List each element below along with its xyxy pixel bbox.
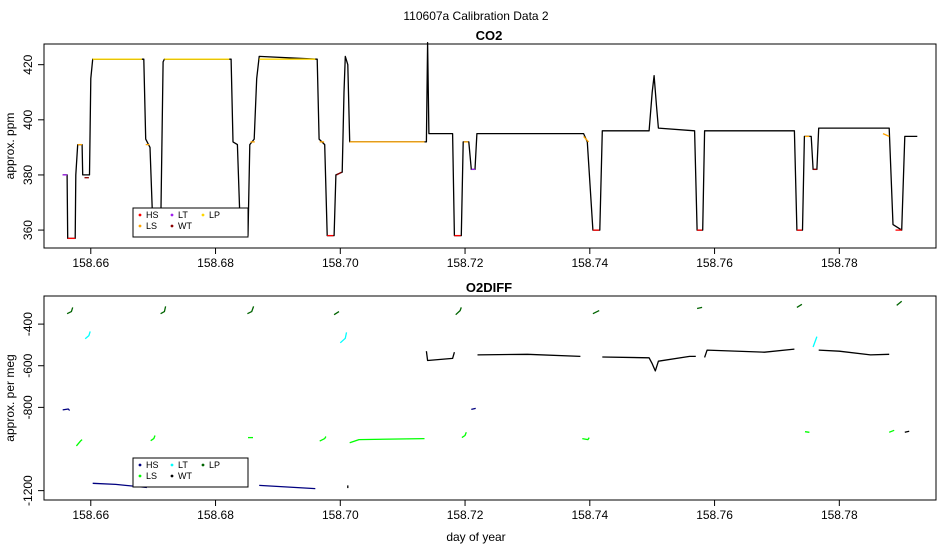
o2diff-series-19 xyxy=(477,353,581,358)
o2diff-y-tick-label: -400 xyxy=(21,312,35,336)
co2-legend-marker-wt xyxy=(170,224,174,228)
o2diff-panel: O2DIFF 158.66 158.68 158.70 158.72 158.74 158… xyxy=(3,280,937,522)
o2diff-legend-marker-lp xyxy=(201,463,205,467)
o2diff-series-1 xyxy=(75,439,83,447)
co2-panel: CO2 158.66 158.68 158.70 158.72 158.74 158.76… xyxy=(3,28,937,270)
co2-x-tick-label: 158.78 xyxy=(821,256,858,270)
o2diff-series-24 xyxy=(703,348,795,358)
co2-x-tick-label: 158.76 xyxy=(696,256,733,270)
o2diff-series-13 xyxy=(349,437,425,444)
o2diff-series-27 xyxy=(812,336,818,348)
co2-x-axis: 158.66 158.68 158.70 158.72 158.74 158.76 158.… xyxy=(72,248,858,270)
o2diff-series-3 xyxy=(84,331,91,340)
o2diff-legend-box xyxy=(132,457,249,488)
co2-legend: HS LT LP LS WT xyxy=(132,207,249,238)
o2diff-series-15 xyxy=(425,351,456,362)
o2diff-x-axis: 158.66 158.68 158.70 158.72 158.74 158.76 158.… xyxy=(72,500,858,522)
co2-y-tick-label: 380 xyxy=(21,165,35,185)
co2-x-tick-label: 158.66 xyxy=(72,256,109,270)
o2diff-y-tick-label: -1200 xyxy=(21,475,35,506)
co2-x-tick-label: 158.72 xyxy=(447,256,484,270)
o2diff-y-tick-label: -800 xyxy=(21,395,35,419)
co2-y-tick-label: 400 xyxy=(21,109,35,129)
o2diff-x-tick-label: 158.74 xyxy=(571,508,608,522)
co2-legend-label-wt: WT xyxy=(178,221,192,231)
co2-legend-box xyxy=(132,207,249,238)
o2diff-series-23 xyxy=(696,306,703,310)
o2diff-series-12 xyxy=(339,332,348,344)
co2-legend-label-lt: LT xyxy=(178,210,188,220)
co2-legend-marker-ls xyxy=(138,224,142,228)
o2diff-x-tick-label: 158.68 xyxy=(197,508,234,522)
o2diff-legend-marker-lt xyxy=(170,463,174,467)
o2diff-x-tick-label: 158.78 xyxy=(821,508,858,522)
o2diff-legend-label-lp: LP xyxy=(209,460,220,470)
co2-legend-label-lp: LP xyxy=(209,210,220,220)
o2diff-series-25 xyxy=(796,303,803,308)
o2diff-series-11 xyxy=(333,311,340,316)
o2diff-legend-label-ls: LS xyxy=(146,471,157,481)
co2-y-tick-label: 420 xyxy=(21,54,35,74)
co2-y-axis: 360 380 400 420 xyxy=(21,54,44,240)
o2diff-x-tick-label: 158.70 xyxy=(322,508,359,522)
figure-title: 110607a Calibration Data 2 xyxy=(403,9,549,23)
o2diff-x-tick-label: 158.76 xyxy=(696,508,733,522)
co2-series-25 xyxy=(882,133,890,137)
co2-panel-title: CO2 xyxy=(476,28,503,43)
o2diff-panel-title: O2DIFF xyxy=(466,280,512,295)
co2-legend-marker-lt xyxy=(170,213,174,217)
o2diff-legend: HS LT LP LS WT xyxy=(132,457,249,488)
o2diff-series-17 xyxy=(461,432,467,439)
co2-plot-frame xyxy=(43,43,937,249)
co2-legend-label-ls: LS xyxy=(146,221,157,231)
o2diff-series-22 xyxy=(602,355,696,372)
o2diff-series-5 xyxy=(150,435,156,442)
co2-x-tick-label: 158.74 xyxy=(571,256,608,270)
o2diff-series-0 xyxy=(62,408,71,411)
o2diff-series-16 xyxy=(455,307,462,316)
co2-y-axis-label: approx. ppm xyxy=(3,113,17,180)
o2diff-legend-marker-hs xyxy=(138,463,142,467)
o2diff-series-26 xyxy=(804,431,810,433)
co2-x-tick-label: 158.70 xyxy=(322,256,359,270)
o2diff-series-30 xyxy=(896,300,903,306)
o2diff-legend-label-lt: LT xyxy=(178,460,188,470)
o2diff-series-6 xyxy=(160,306,167,315)
o2diff-series-21 xyxy=(592,310,600,315)
o2diff-series-group xyxy=(62,300,910,490)
o2diff-y-axis: -400 -600 -800 -1200 xyxy=(21,312,44,506)
o2diff-series-10 xyxy=(319,436,327,442)
co2-series-19 xyxy=(583,135,590,143)
o2diff-series-2 xyxy=(66,307,74,315)
o2diff-y-tick-label: -600 xyxy=(21,353,35,377)
x-axis-label: day of year xyxy=(446,530,505,544)
o2diff-legend-label-hs: HS xyxy=(146,460,159,470)
o2diff-series-31 xyxy=(904,430,910,433)
o2diff-legend-label-wt: WT xyxy=(178,471,192,481)
o2diff-series-7 xyxy=(247,306,255,315)
co2-y-tick-label: 360 xyxy=(21,220,35,240)
o2diff-series-29 xyxy=(888,429,895,433)
co2-legend-label-hs: HS xyxy=(146,210,159,220)
o2diff-y-axis-label: approx. per meg xyxy=(3,354,17,441)
o2diff-x-tick-label: 158.66 xyxy=(72,508,109,522)
o2diff-plot-frame xyxy=(43,295,937,501)
co2-series-14 xyxy=(336,171,342,176)
o2diff-legend-marker-ls xyxy=(138,474,142,478)
o2diff-series-28 xyxy=(818,349,890,356)
o2diff-series-18 xyxy=(471,407,476,411)
o2diff-legend-marker-wt xyxy=(170,474,174,478)
co2-legend-marker-hs xyxy=(138,213,142,217)
o2diff-series-20 xyxy=(582,437,590,441)
o2diff-x-tick-label: 158.72 xyxy=(447,508,484,522)
co2-x-tick-label: 158.68 xyxy=(197,256,234,270)
co2-legend-marker-lp xyxy=(201,213,205,217)
o2diff-series-9 xyxy=(259,484,316,490)
